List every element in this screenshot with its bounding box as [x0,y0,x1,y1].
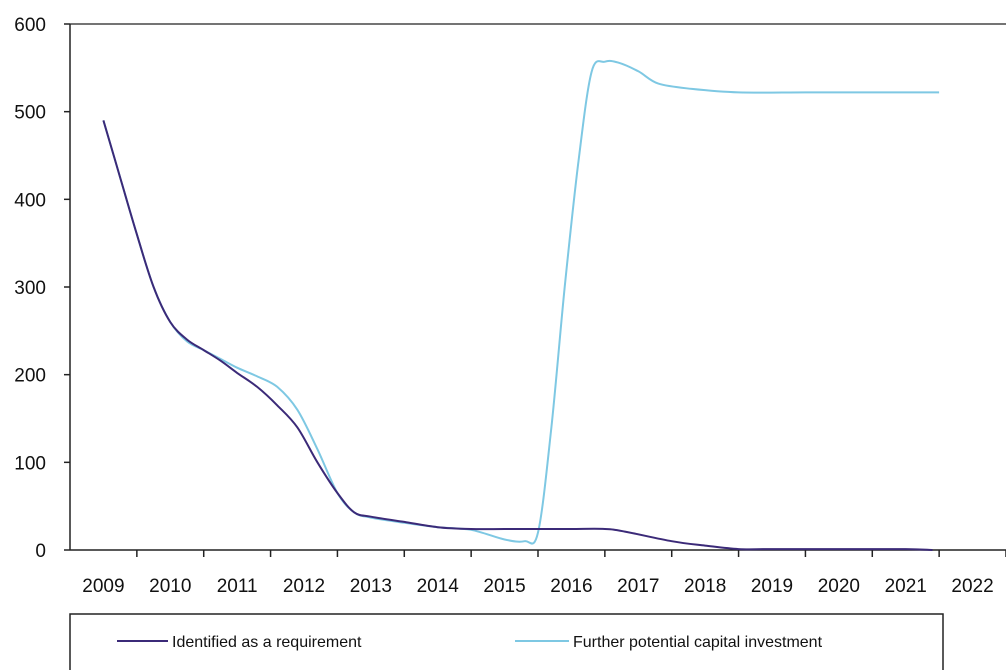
x-tick-label: 2009 [82,576,124,597]
y-tick-label: 100 [14,453,46,474]
axes [69,23,1006,551]
series-line-identified-requirement [102,120,933,551]
x-tick-label: 2011 [217,576,258,597]
y-tick-label: 200 [14,366,46,387]
x-tick-label: 2015 [483,576,525,597]
series-line-further-investment [102,59,940,545]
y-tick-label: 0 [35,541,46,562]
y-tick-label: 400 [14,190,46,211]
x-tick-label: 2012 [283,576,325,597]
legend-label: Further potential capital investment [573,634,823,651]
legend-label: Identified as a requirement [172,634,362,651]
y-tick-label: 500 [14,103,46,124]
x-tick-label: 2020 [818,576,860,597]
x-tick-label: 2010 [149,576,191,597]
x-axis-ticks: 2009 2010 2011 2012 2013 2014 2015 2016 2017 2018… [82,550,1006,597]
series-lines [102,59,940,551]
x-tick-label: 2017 [617,576,659,597]
y-tick-label: 600 [14,15,46,36]
x-tick-label: 2016 [550,576,592,597]
legend: Identified as a requirement Further poten… [69,613,944,670]
y-axis-ticks: 0 100 200 300 400 500 600 [14,15,70,562]
legend-box [69,613,944,670]
x-tick-label: 2022 [951,576,993,597]
x-tick-label: 2019 [751,576,793,597]
x-tick-label: 2018 [684,576,726,597]
x-tick-label: 2013 [350,576,392,597]
x-tick-label: 2021 [885,576,927,597]
x-tick-label: 2014 [417,576,460,597]
y-tick-label: 300 [14,278,46,299]
